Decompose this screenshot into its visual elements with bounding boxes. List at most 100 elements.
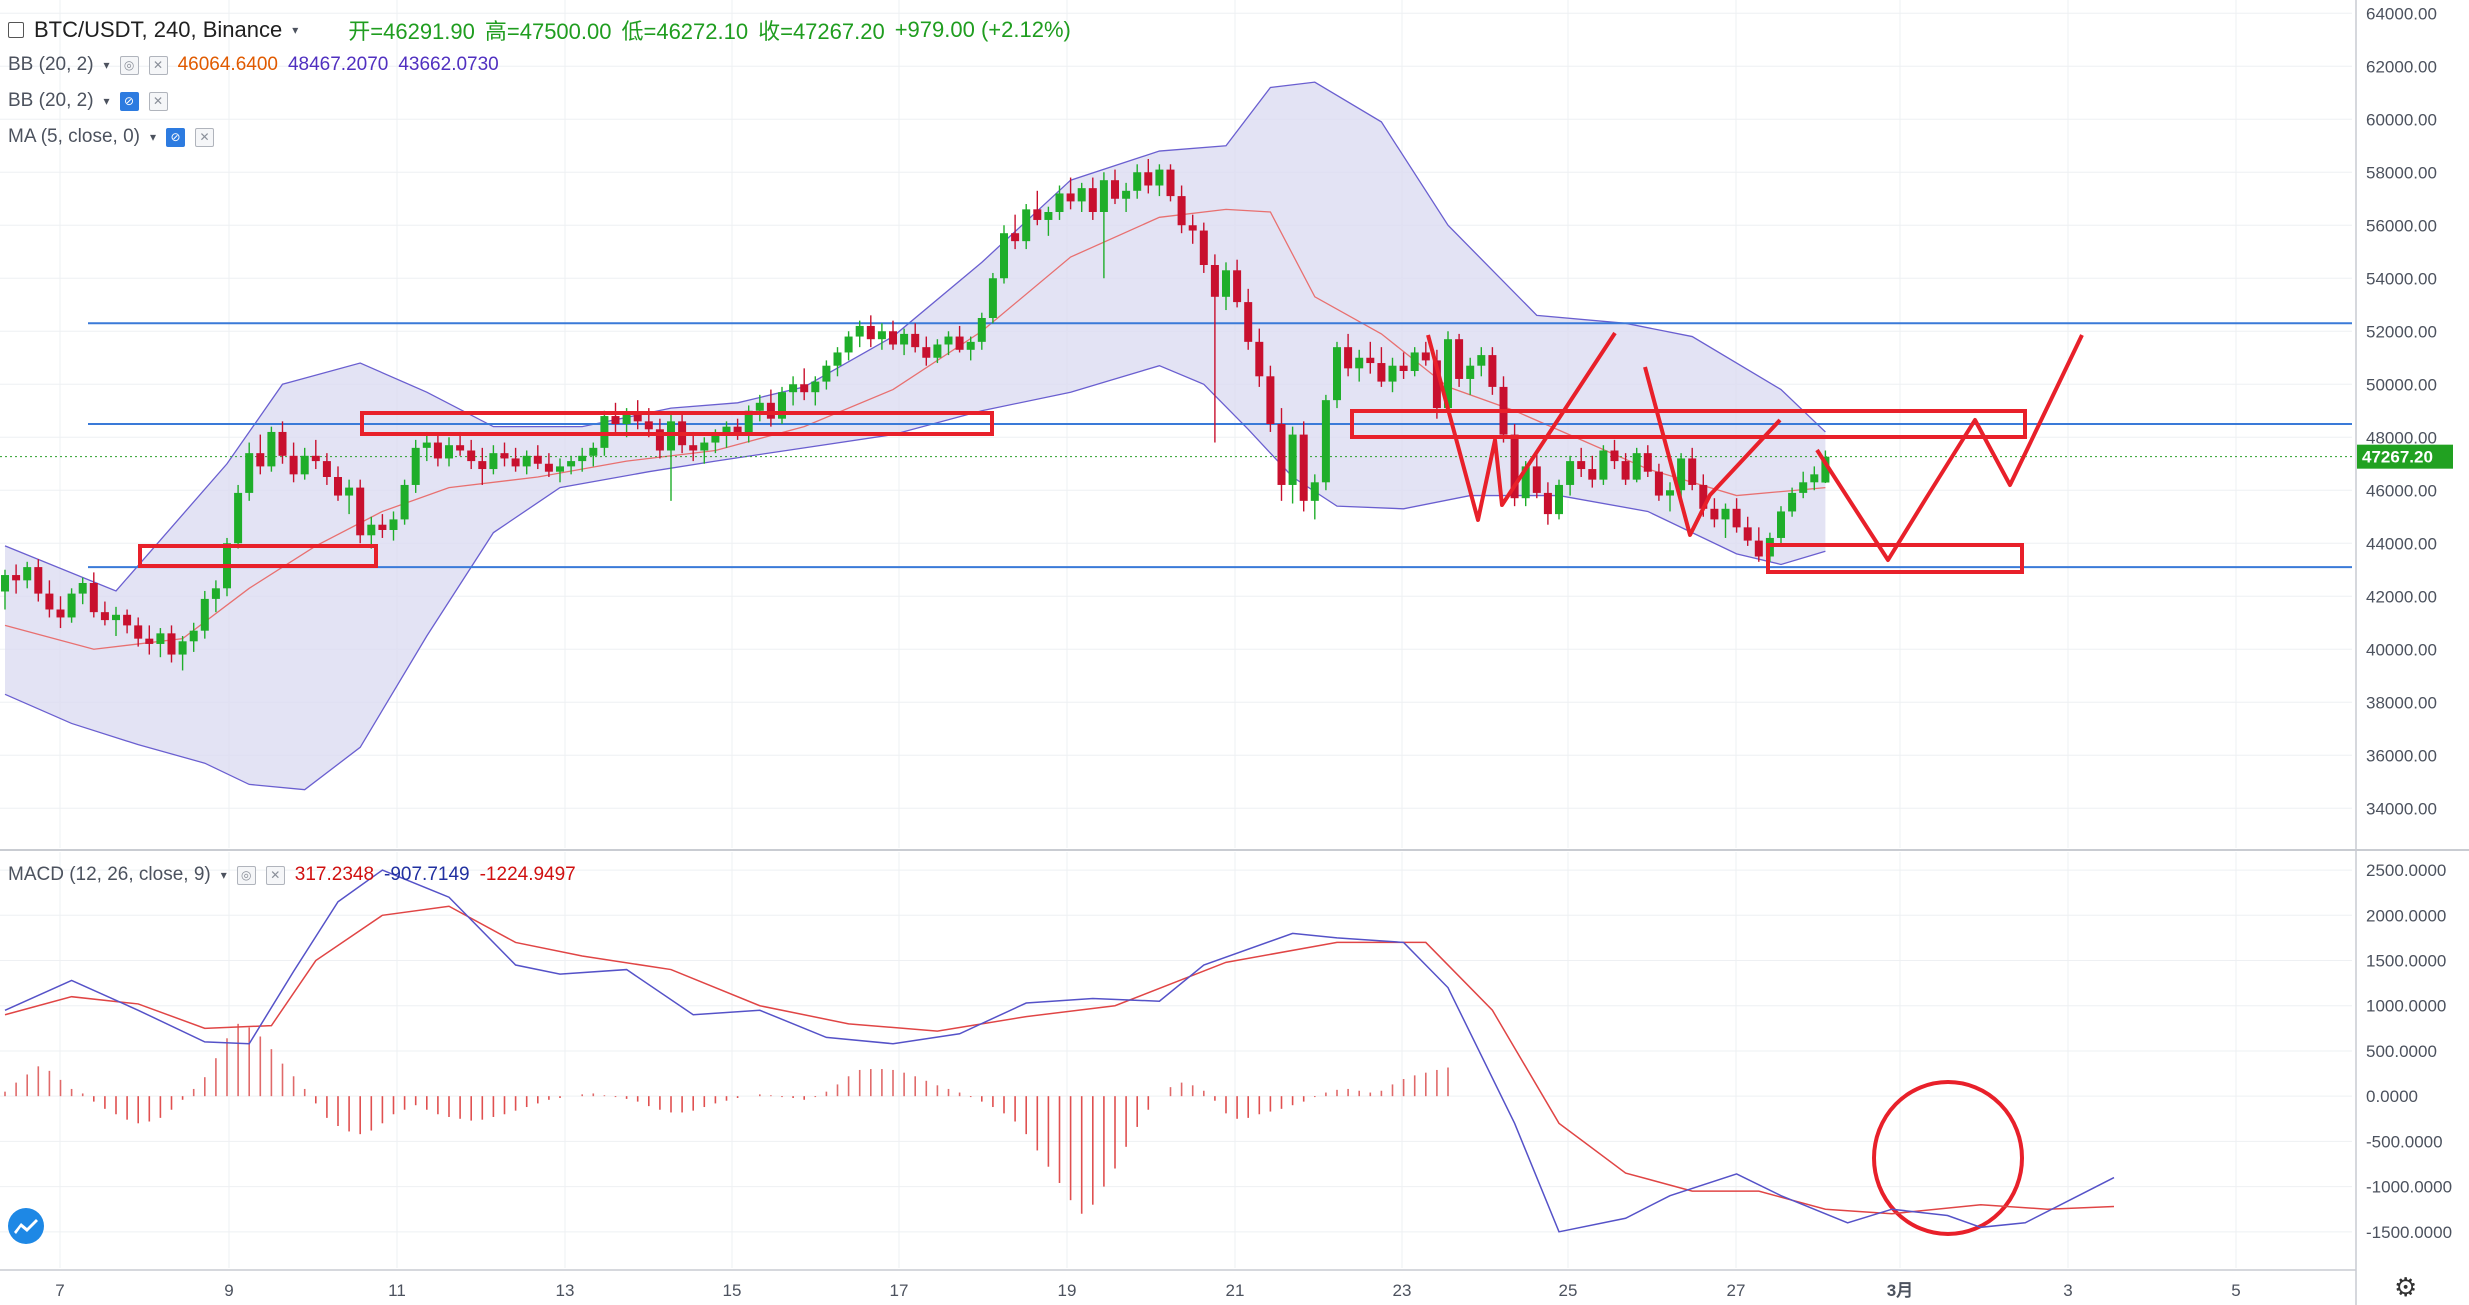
candle-body [112, 614, 120, 621]
high-value: 高=47500.00 [484, 19, 612, 44]
candle-body [1166, 169, 1175, 197]
annotation-box [1350, 409, 2027, 439]
price-tick-label: 50000.00 [2366, 375, 2437, 394]
candle-body [389, 519, 398, 530]
candle-body [1777, 511, 1785, 538]
candle-body [1444, 339, 1452, 409]
candle-body [1477, 355, 1486, 366]
candle-body [1033, 209, 1042, 220]
time-tick-label: 15 [723, 1281, 742, 1300]
macd-tick-label: -500.0000 [2366, 1132, 2443, 1151]
macd-tick-label: 1500.0000 [2366, 952, 2446, 971]
eye-hidden-icon[interactable]: ⊘ [166, 127, 186, 147]
macd-signal-line [4, 905, 2115, 1215]
macd-legend: MACD (12, 26, close, 9) ▾ ◎ ✕ 317.2348 -… [8, 864, 576, 886]
price-tick-label: 38000.00 [2366, 693, 2437, 712]
close-value: 收=47267.20 [758, 19, 885, 44]
symbol-title[interactable]: BTC/USDT, 240, Binance [34, 17, 283, 42]
eye-icon[interactable]: ◎ [236, 865, 256, 885]
candle-body [1688, 458, 1697, 485]
close-icon[interactable]: ✕ [148, 55, 168, 75]
bb1-label[interactable]: BB (20, 2) [8, 54, 94, 75]
candle-body [1066, 193, 1075, 202]
ma-label[interactable]: MA (5, close, 0) [8, 126, 140, 147]
candle-body [311, 455, 320, 462]
chevron-down-icon[interactable]: ▾ [292, 23, 299, 37]
last-price-badge: 47267.20 [2357, 444, 2453, 469]
eye-icon[interactable]: ◎ [119, 55, 139, 75]
chevron-down-icon[interactable]: ▾ [220, 868, 227, 882]
bollinger-upper-line [4, 81, 1826, 592]
symbol-box-icon[interactable] [8, 22, 24, 38]
tradingview-logo-icon[interactable] [8, 1208, 44, 1244]
bb2-label[interactable]: BB (20, 2) [8, 90, 94, 111]
candle-body [123, 614, 132, 626]
candle-body [800, 384, 809, 393]
candle-body [1188, 225, 1197, 231]
candle-body [1743, 527, 1752, 541]
candle-body [1421, 352, 1430, 361]
candle-body [1022, 209, 1031, 242]
price-tick-label: 54000.00 [2366, 269, 2437, 288]
candle-body [1577, 461, 1586, 470]
chevron-down-icon[interactable]: ▾ [103, 94, 110, 108]
candle-body [256, 453, 265, 467]
candle-body [866, 325, 875, 340]
candle-body [600, 416, 609, 448]
candle-body [511, 458, 520, 467]
macd-tick-label: -1500.0000 [2366, 1223, 2452, 1242]
annotation-circle [1872, 1080, 2024, 1236]
candle-body [611, 416, 620, 424]
price-tick-label: 36000.00 [2366, 746, 2437, 765]
eye-hidden-icon[interactable]: ⊘ [119, 91, 139, 111]
time-tick-label: 13 [556, 1281, 575, 1300]
candle-body [1677, 458, 1686, 491]
candle-body [589, 447, 598, 456]
time-tick-label: 7 [55, 1281, 64, 1300]
candle-body [877, 331, 886, 340]
bb1-lower-value: 43662.0730 [398, 54, 499, 75]
candle-body [1521, 466, 1530, 499]
candle-body [1555, 484, 1563, 515]
candle-body [34, 567, 43, 594]
candle-body [733, 426, 742, 435]
candle-body [1410, 352, 1419, 371]
open-value: 开=46291.90 [348, 19, 475, 44]
annotations [138, 331, 2084, 1236]
chevron-down-icon[interactable]: ▾ [150, 130, 157, 144]
chevron-down-icon[interactable]: ▾ [103, 58, 110, 72]
macd-label[interactable]: MACD (12, 26, close, 9) [8, 864, 211, 885]
candle-body [1788, 492, 1797, 512]
close-icon[interactable]: ✕ [265, 865, 285, 885]
low-value: 低=46272.10 [621, 19, 749, 44]
price-tick-label: 44000.00 [2366, 534, 2437, 553]
candle-body [145, 638, 154, 644]
candle-body [1599, 450, 1608, 480]
candle-body [1244, 302, 1253, 342]
price-tick-label: 48000.00 [2366, 428, 2437, 447]
candle-body [522, 455, 531, 467]
candle-body [1077, 188, 1086, 202]
candle-body [433, 442, 442, 459]
candle-body [1732, 508, 1741, 528]
candle-body [1799, 482, 1808, 493]
candle-body [1721, 508, 1730, 520]
gear-icon[interactable]: ⚙ [2394, 1272, 2418, 1302]
price-tick-label: 62000.00 [2366, 57, 2437, 76]
candle-body [1, 575, 9, 592]
close-icon[interactable]: ✕ [148, 91, 168, 111]
candle-body [655, 429, 664, 451]
close-icon[interactable]: ✕ [195, 127, 215, 147]
candle-body [755, 402, 764, 411]
candle-body [711, 434, 720, 443]
candle-body [1377, 363, 1386, 382]
candle-body [1588, 469, 1597, 480]
candle-body [245, 453, 254, 493]
candle-body [722, 426, 731, 435]
time-tick-label: 19 [1058, 1281, 1077, 1300]
candle-body [1144, 172, 1153, 186]
candle-body [766, 402, 775, 419]
annotation-arrow [1426, 331, 1617, 522]
candle-body [478, 461, 487, 470]
